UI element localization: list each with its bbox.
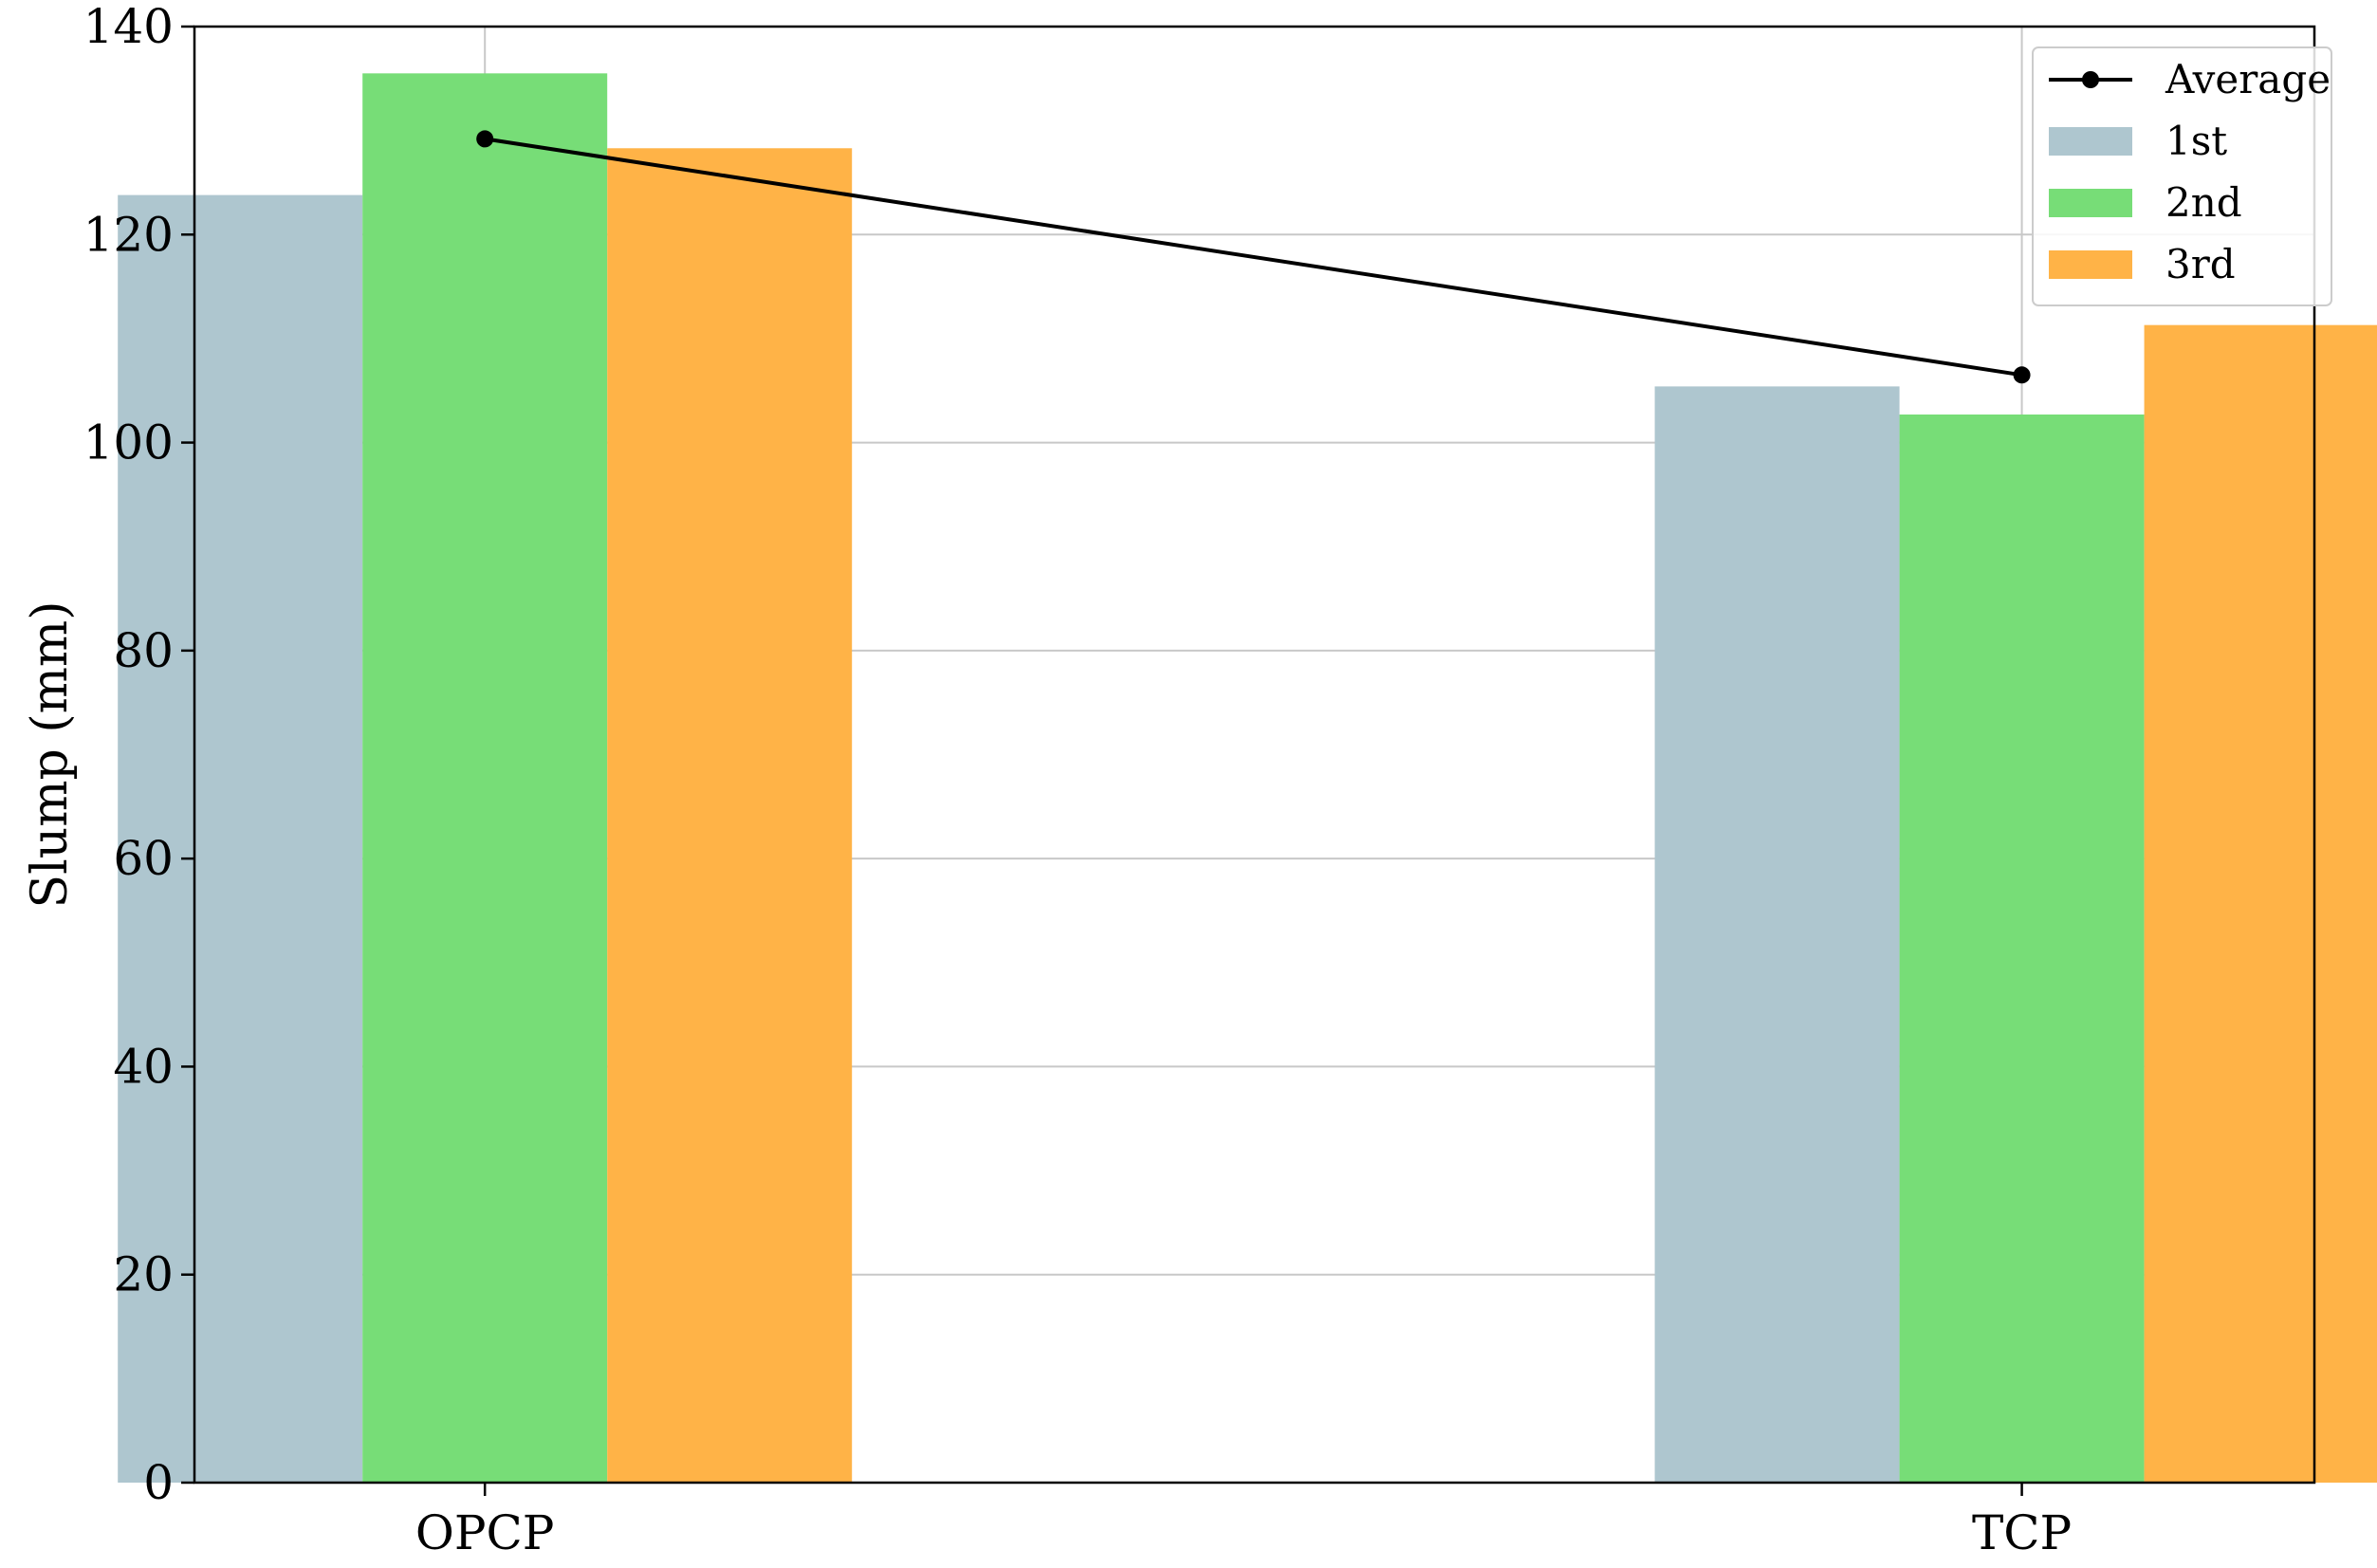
- y-tick-label: 0: [143, 1455, 174, 1510]
- y-tick-label: 80: [113, 623, 174, 678]
- bar-3rd-OPCP: [607, 148, 853, 1484]
- legend-swatch: [2049, 127, 2132, 156]
- y-tick-label: 40: [113, 1039, 174, 1094]
- bar-1st-OPCP: [118, 194, 363, 1483]
- bars: [118, 73, 2377, 1484]
- legend: Average 1st 2nd 3rd: [2032, 46, 2332, 306]
- legend-swatch: [2049, 250, 2132, 279]
- legend-marker: [2082, 71, 2099, 88]
- legend-swatch: [2049, 189, 2132, 217]
- bar-2nd-OPCP: [362, 73, 608, 1484]
- legend-box: [2032, 46, 2332, 306]
- x-tick-label: OPCP: [415, 1505, 555, 1560]
- bar-3rd-TCP: [2144, 324, 2377, 1483]
- y-tick-label: 120: [83, 207, 174, 262]
- y-tick-label: 140: [83, 0, 174, 54]
- average-line: [476, 130, 2031, 384]
- y-tick-label: 20: [113, 1247, 174, 1302]
- legend-label: 2nd: [2165, 179, 2242, 226]
- bar-1st-TCP: [1654, 386, 1900, 1484]
- x-axis-ticks: OPCP TCP: [415, 1483, 2072, 1560]
- y-axis-label: Slump (mm): [22, 600, 79, 908]
- legend-label: 1st: [2165, 118, 2227, 164]
- average-series-line: [484, 137, 2022, 378]
- x-tick-label: TCP: [1972, 1505, 2072, 1560]
- average-point: [2013, 366, 2031, 384]
- bar-2nd-TCP: [1899, 414, 2145, 1483]
- y-axis-ticks: 0 20 40 60 80 100 120 140: [83, 0, 194, 1510]
- legend-label: 3rd: [2165, 241, 2236, 287]
- legend-label: Average: [2165, 56, 2331, 102]
- y-tick-label: 60: [113, 831, 174, 886]
- average-point: [476, 130, 494, 148]
- plot-frame: [193, 25, 2316, 1485]
- y-tick-label: 100: [83, 415, 174, 470]
